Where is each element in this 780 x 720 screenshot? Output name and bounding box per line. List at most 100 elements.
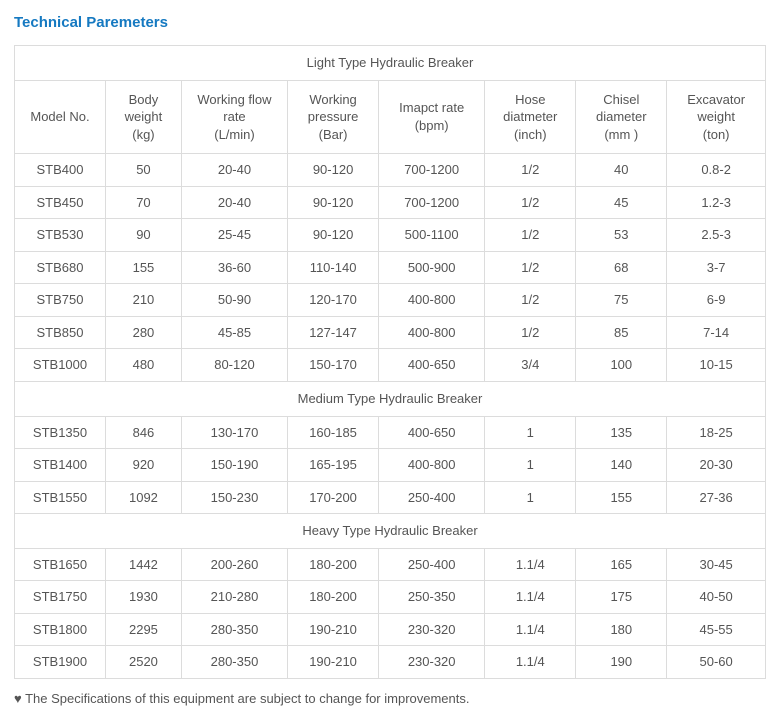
table-cell: 2520 [106, 646, 182, 679]
section-title-row: Heavy Type Hydraulic Breaker [15, 514, 766, 549]
table-cell: 1930 [106, 581, 182, 614]
table-row: STB15501092150-230170-200250-400115527-3… [15, 481, 766, 514]
table-cell: 45-55 [667, 613, 766, 646]
section-title-cell: Light Type Hydraulic Breaker [15, 46, 766, 81]
table-row: STB18002295280-350190-210230-3201.1/4180… [15, 613, 766, 646]
table-row: STB1400920150-190165-195400-800114020-30 [15, 449, 766, 482]
table-cell: 1.1/4 [485, 548, 576, 581]
table-cell: 3-7 [667, 251, 766, 284]
column-header: Working flow rate(L/min) [181, 80, 287, 154]
table-cell: 500-900 [379, 251, 485, 284]
table-cell: 250-400 [379, 481, 485, 514]
column-header: Working pressure(Bar) [288, 80, 379, 154]
table-cell: 25-45 [181, 219, 287, 252]
table-cell: STB850 [15, 316, 106, 349]
table-cell: 846 [106, 416, 182, 449]
table-cell: 230-320 [379, 613, 485, 646]
table-cell: STB400 [15, 154, 106, 187]
table-cell: 70 [106, 186, 182, 219]
table-cell: 400-800 [379, 284, 485, 317]
table-cell: 150-190 [181, 449, 287, 482]
table-cell: 920 [106, 449, 182, 482]
table-cell: 68 [576, 251, 667, 284]
table-cell: 175 [576, 581, 667, 614]
table-cell: 1442 [106, 548, 182, 581]
table-cell: 1/2 [485, 186, 576, 219]
table-cell: 18-25 [667, 416, 766, 449]
table-cell: 6-9 [667, 284, 766, 317]
table-row: STB85028045-85127-147400-8001/2857-14 [15, 316, 766, 349]
table-cell: 7-14 [667, 316, 766, 349]
column-header: Imapct rate(bpm) [379, 80, 485, 154]
table-cell: STB1400 [15, 449, 106, 482]
column-header: Excavator weight(ton) [667, 80, 766, 154]
table-cell: 1.1/4 [485, 646, 576, 679]
table-cell: 1.2-3 [667, 186, 766, 219]
table-cell: 20-40 [181, 154, 287, 187]
table-cell: 0.8-2 [667, 154, 766, 187]
table-cell: 210 [106, 284, 182, 317]
table-cell: 1.1/4 [485, 581, 576, 614]
table-cell: 130-170 [181, 416, 287, 449]
table-cell: 50-60 [667, 646, 766, 679]
table-row: STB17501930210-280180-200250-3501.1/4175… [15, 581, 766, 614]
table-cell: 110-140 [288, 251, 379, 284]
table-row: STB19002520280-350190-210230-3201.1/4190… [15, 646, 766, 679]
table-cell: STB530 [15, 219, 106, 252]
table-cell: 160-185 [288, 416, 379, 449]
table-cell: 700-1200 [379, 186, 485, 219]
table-cell: 165-195 [288, 449, 379, 482]
table-cell: 1 [485, 416, 576, 449]
table-cell: 180 [576, 613, 667, 646]
table-cell: STB1800 [15, 613, 106, 646]
table-row: STB100048080-120150-170400-6503/410010-1… [15, 349, 766, 382]
table-cell: 1092 [106, 481, 182, 514]
table-cell: 50-90 [181, 284, 287, 317]
table-cell: 1/2 [485, 284, 576, 317]
table-row: STB68015536-60110-140500-9001/2683-7 [15, 251, 766, 284]
table-cell: 180-200 [288, 548, 379, 581]
table-cell: 120-170 [288, 284, 379, 317]
table-row: STB16501442200-260180-200250-4001.1/4165… [15, 548, 766, 581]
table-cell: 190-210 [288, 646, 379, 679]
table-cell: STB1750 [15, 581, 106, 614]
section-title-cell: Medium Type Hydraulic Breaker [15, 382, 766, 417]
table-cell: 700-1200 [379, 154, 485, 187]
table-cell: 400-650 [379, 416, 485, 449]
table-cell: 150-230 [181, 481, 287, 514]
table-cell: 3/4 [485, 349, 576, 382]
table-cell: 155 [106, 251, 182, 284]
table-cell: 90 [106, 219, 182, 252]
table-cell: 280-350 [181, 613, 287, 646]
table-cell: 50 [106, 154, 182, 187]
table-cell: STB1650 [15, 548, 106, 581]
table-cell: STB450 [15, 186, 106, 219]
table-cell: 2.5-3 [667, 219, 766, 252]
table-cell: 1/2 [485, 219, 576, 252]
table-cell: 45 [576, 186, 667, 219]
table-cell: STB1000 [15, 349, 106, 382]
table-cell: 1 [485, 449, 576, 482]
spec-table: Light Type Hydraulic BreakerModel No.Bod… [14, 45, 766, 679]
table-cell: 40 [576, 154, 667, 187]
table-cell: 90-120 [288, 154, 379, 187]
table-cell: 53 [576, 219, 667, 252]
table-cell: 80-120 [181, 349, 287, 382]
table-cell: STB680 [15, 251, 106, 284]
table-cell: 500-1100 [379, 219, 485, 252]
column-header: Body weight(kg) [106, 80, 182, 154]
column-header: Hose diatmeter(inch) [485, 80, 576, 154]
table-cell: 1/2 [485, 251, 576, 284]
table-cell: 85 [576, 316, 667, 349]
table-cell: 1.1/4 [485, 613, 576, 646]
section-title-row: Light Type Hydraulic Breaker [15, 46, 766, 81]
page-title: Technical Paremeters [14, 14, 766, 31]
table-cell: 100 [576, 349, 667, 382]
table-cell: 90-120 [288, 219, 379, 252]
table-cell: 90-120 [288, 186, 379, 219]
table-cell: 165 [576, 548, 667, 581]
table-cell: 400-800 [379, 316, 485, 349]
table-cell: 180-200 [288, 581, 379, 614]
table-cell: 1 [485, 481, 576, 514]
table-row: STB4005020-4090-120700-12001/2400.8-2 [15, 154, 766, 187]
